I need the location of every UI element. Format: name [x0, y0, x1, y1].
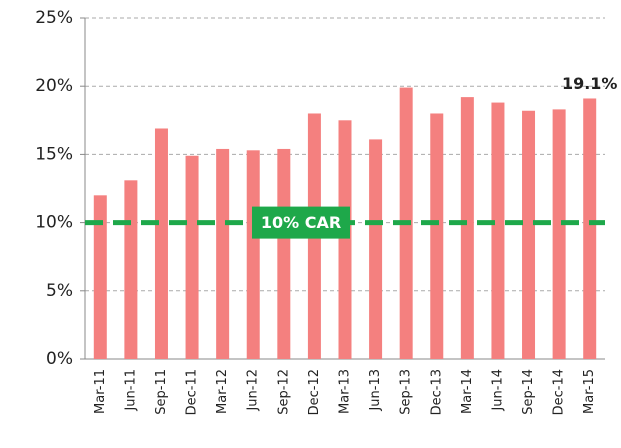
y-tick-label: 25%	[35, 8, 73, 28]
y-tick-label: 5%	[46, 281, 73, 301]
x-tick-label: Sep-14	[521, 369, 536, 415]
y-tick-label: 0%	[46, 349, 73, 369]
y-tick-label: 15%	[35, 144, 73, 164]
bar	[216, 148, 230, 359]
reference-label: 10% CAR	[261, 213, 341, 232]
x-tick-label: Dec-13	[429, 369, 444, 415]
x-tick-label: Sep-13	[399, 369, 414, 415]
bar	[338, 120, 352, 359]
bar	[93, 195, 107, 359]
bar	[154, 128, 168, 359]
x-tick-label: Mar-13	[338, 369, 353, 414]
x-tick-label: Jun-14	[490, 369, 505, 412]
x-tick-label: Sep-11	[154, 369, 169, 415]
bar	[522, 110, 536, 359]
x-tick-label: Mar-11	[93, 369, 108, 414]
x-tick-label: Sep-12	[276, 369, 291, 415]
bar	[491, 102, 505, 360]
x-tick-label: Mar-12	[215, 369, 230, 414]
bar	[430, 113, 444, 359]
x-tick-label: Dec-12	[307, 369, 322, 415]
x-tick-label: Jun-11	[123, 369, 138, 412]
x-tick-label: Mar-14	[460, 369, 475, 414]
y-tick-label: 10%	[35, 213, 73, 233]
value-label: 19.1%	[562, 74, 618, 93]
x-tick-label: Mar-15	[582, 369, 597, 414]
bar	[583, 98, 597, 359]
x-tick-label: Jun-13	[368, 369, 383, 412]
bar	[246, 150, 260, 359]
bar	[552, 109, 566, 359]
bar	[277, 148, 291, 359]
x-tick-label: Dec-11	[185, 369, 200, 415]
bar	[185, 155, 199, 359]
y-tick-label: 20%	[35, 76, 73, 96]
reference-label-box	[252, 206, 350, 239]
bar	[369, 139, 383, 359]
x-tick-label: Jun-12	[246, 369, 261, 412]
bar	[460, 97, 474, 359]
bar	[124, 180, 138, 359]
x-tick-label: Dec-14	[552, 369, 567, 415]
